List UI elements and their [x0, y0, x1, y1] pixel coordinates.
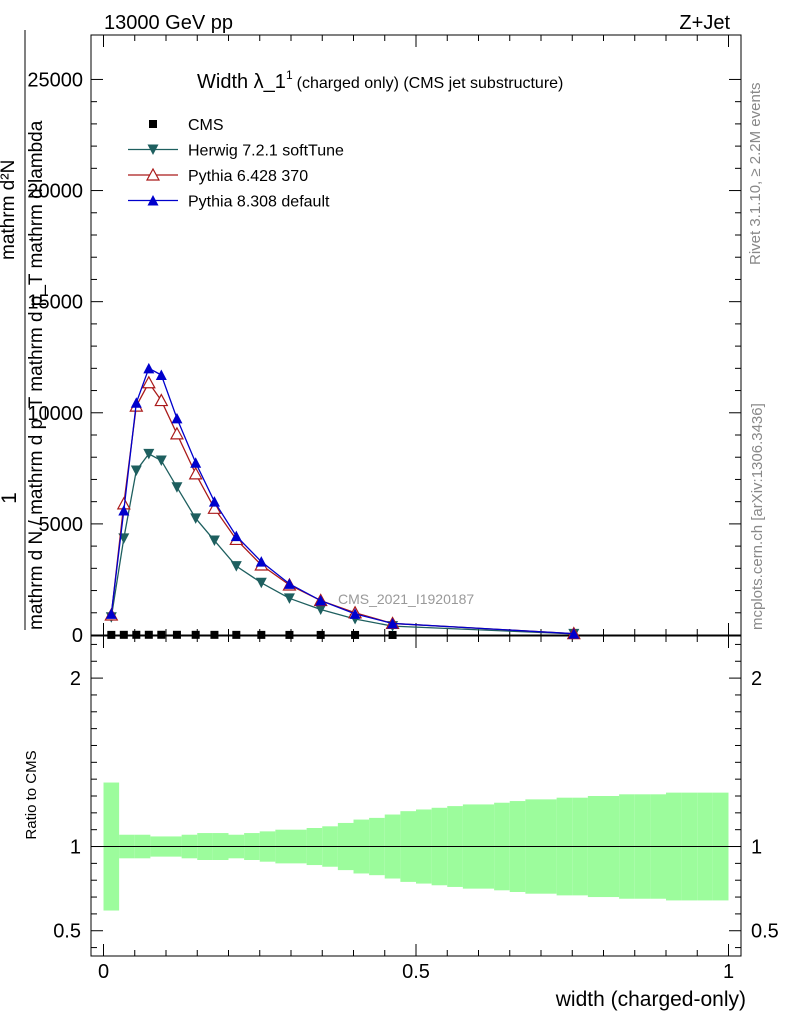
ratio-ytick-label-right: 0.5 [751, 921, 779, 943]
series-point [169, 426, 184, 440]
series-point [283, 593, 295, 604]
legend-label: Pythia 8.308 default [188, 194, 330, 211]
series-point [351, 630, 360, 639]
ratio-ytick-label-right: 1 [751, 837, 762, 859]
legend-label: CMS [188, 117, 224, 134]
main-ytick-label: 5000 [39, 514, 84, 536]
analysis-watermark: CMS_2021_I1920187 [338, 591, 474, 607]
series-point [315, 595, 327, 606]
series-1 [105, 448, 580, 640]
series-point [155, 369, 167, 380]
series-point [232, 630, 241, 639]
series-point [208, 496, 220, 507]
series-point [107, 630, 116, 639]
series-point [208, 535, 220, 547]
rivet-label: Rivet 3.1.10, ≥ 2.2M events [747, 83, 764, 266]
series-point [132, 630, 141, 639]
series-point [285, 630, 294, 639]
ratio-ytick-label: 2 [70, 668, 81, 690]
series-point [130, 397, 142, 408]
ratio-ytick-label: 1 [70, 837, 81, 859]
series-point [105, 608, 117, 619]
series-point [191, 630, 200, 639]
series-point [387, 617, 399, 629]
series-point [190, 513, 202, 524]
ratio-ytick-label-right: 2 [751, 668, 762, 690]
ratio-axis-ticks: 0 0.5 1 0.5 0.5 1 1 2 2 [53, 636, 779, 983]
series-point [349, 608, 361, 619]
main-axis-ticks: 0 5000 10000 15000 20000 25000 [27, 35, 741, 647]
series-point [230, 561, 242, 572]
series-point [568, 628, 580, 639]
legend-marker [147, 195, 159, 206]
series-point [190, 457, 202, 468]
plot-title: Width λ_11 (charged only) (CMS jet substr… [197, 68, 563, 93]
main-ytick-label: 0 [72, 625, 83, 647]
ratio-xtick-label: 0.5 [402, 961, 430, 983]
energy-label: 13000 GeV pp [104, 12, 233, 34]
ylabel-line1: mathrm d N / mathrm d p_T mathrm d p_T m… [26, 120, 47, 630]
legend-label: Herwig 7.2.1 softTune [188, 143, 344, 160]
xlabel: width (charged-only) [555, 988, 746, 1011]
series-point [255, 556, 267, 567]
series-point [255, 577, 267, 589]
process-label: Z+Jet [679, 12, 730, 34]
legend-marker [147, 144, 159, 155]
series-point [188, 466, 203, 480]
main-ytick-label: 15000 [27, 292, 83, 314]
series-3 [105, 362, 580, 639]
series-point [157, 630, 166, 639]
main-ytick-label: 10000 [27, 403, 83, 425]
series-point [141, 375, 156, 389]
series-point [130, 465, 142, 477]
mcplots-label: mcplots.cern.ch [arXiv:1306.3436] [749, 403, 766, 630]
legend: CMS Herwig 7.2.1 softTune Pythia 6.428 370… [128, 117, 344, 211]
main-ytick-label: 20000 [27, 181, 83, 203]
legend-marker [145, 167, 161, 181]
legend-label: Pythia 6.428 370 [188, 168, 308, 185]
series-point [172, 630, 181, 639]
ratio-xtick-label: 1 [723, 961, 734, 983]
ylabel-prefix: 1 [0, 492, 21, 504]
legend-marker [149, 120, 157, 128]
series-point [316, 630, 325, 639]
series-point [230, 530, 242, 542]
ratio-ytick-label: 0.5 [53, 921, 81, 943]
series-0 [107, 630, 397, 639]
series-point [210, 630, 219, 639]
ylabel-numerator: mathrm d²N [0, 160, 19, 260]
ratio-bands [91, 782, 741, 911]
series-layer [104, 362, 581, 640]
series-point [207, 501, 222, 514]
main-ytick-label: 25000 [27, 69, 83, 91]
series-point [119, 630, 128, 639]
ratio-ylabel: Ratio to CMS [23, 750, 40, 839]
series-point [283, 578, 295, 589]
series-point [315, 604, 327, 615]
series-point [143, 362, 155, 374]
series-point [118, 505, 130, 516]
series-point [257, 630, 266, 639]
series-point [388, 630, 397, 639]
series-point [171, 412, 183, 424]
series-point [154, 393, 169, 407]
series-point [171, 482, 183, 493]
series-point [155, 455, 167, 467]
ratio-xtick-label: 0 [98, 961, 109, 983]
series-point [143, 448, 155, 460]
series-point [144, 630, 153, 639]
